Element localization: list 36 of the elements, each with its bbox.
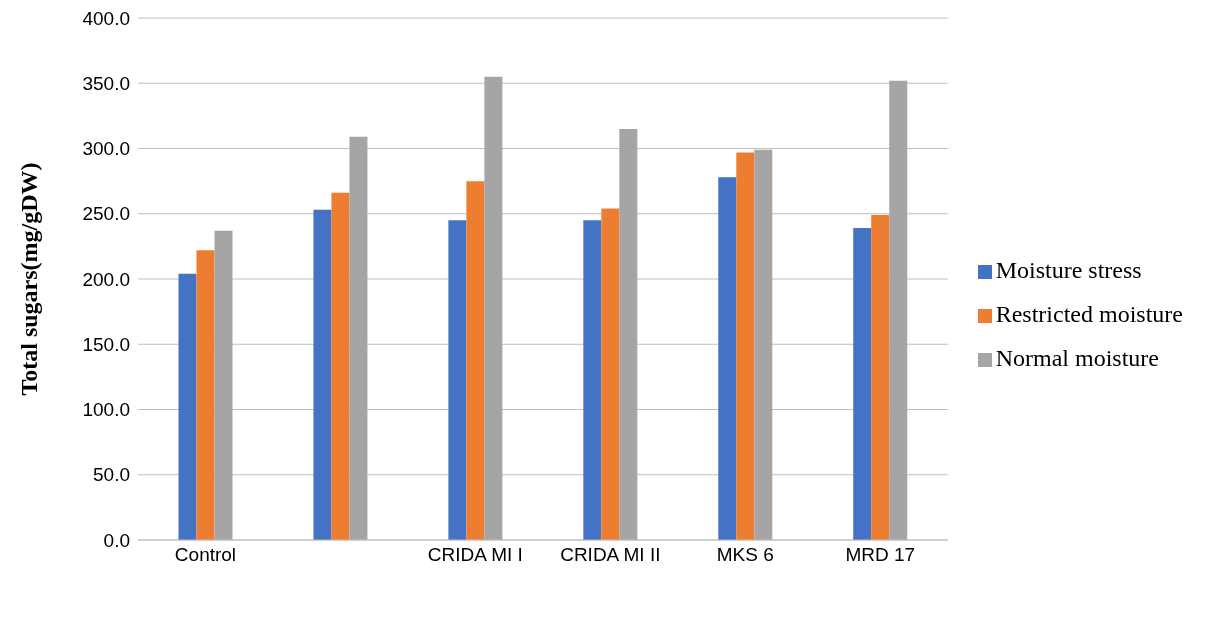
bar <box>853 228 872 540</box>
bar <box>214 230 233 540</box>
y-tick-label: 50.0 <box>93 464 130 486</box>
x-tick-label: MRD 17 <box>845 544 916 566</box>
bar <box>178 273 197 540</box>
bar <box>349 136 368 540</box>
bar <box>196 250 215 540</box>
x-tick-label: CRIDA MI I <box>427 544 523 566</box>
bar <box>754 149 773 540</box>
y-tick-label: 350.0 <box>82 73 130 94</box>
y-tick-label: 0.0 <box>103 529 130 551</box>
y-tick-label: 200.0 <box>82 268 130 290</box>
bar <box>448 220 467 540</box>
legend-label: Moisture stress <box>995 257 1142 283</box>
x-tick-label: CRIDA MI II <box>560 544 661 566</box>
bar <box>583 220 602 540</box>
bar <box>466 181 485 540</box>
x-tick-label: MKS 6 <box>716 544 774 566</box>
bar <box>313 209 332 540</box>
y-tick-label: 300.0 <box>82 138 130 160</box>
y-tick-label: 250.0 <box>82 203 130 225</box>
bar <box>889 80 908 540</box>
x-tick-label: Control <box>174 544 237 566</box>
bar <box>871 215 890 540</box>
bar <box>331 192 350 540</box>
bar <box>619 128 638 540</box>
y-tick-label: 100.0 <box>82 399 130 421</box>
bar <box>718 177 737 540</box>
y-tick-label: 400.0 <box>82 7 130 29</box>
legend-label: Normal moisture <box>995 345 1160 371</box>
legend-label: Restricted moisture <box>995 301 1183 327</box>
bar <box>601 208 620 540</box>
y-axis-title: Total sugars(mg/gDW) <box>15 162 42 396</box>
y-tick-label: 150.0 <box>82 333 130 355</box>
bar <box>484 76 503 540</box>
bar <box>736 152 755 540</box>
